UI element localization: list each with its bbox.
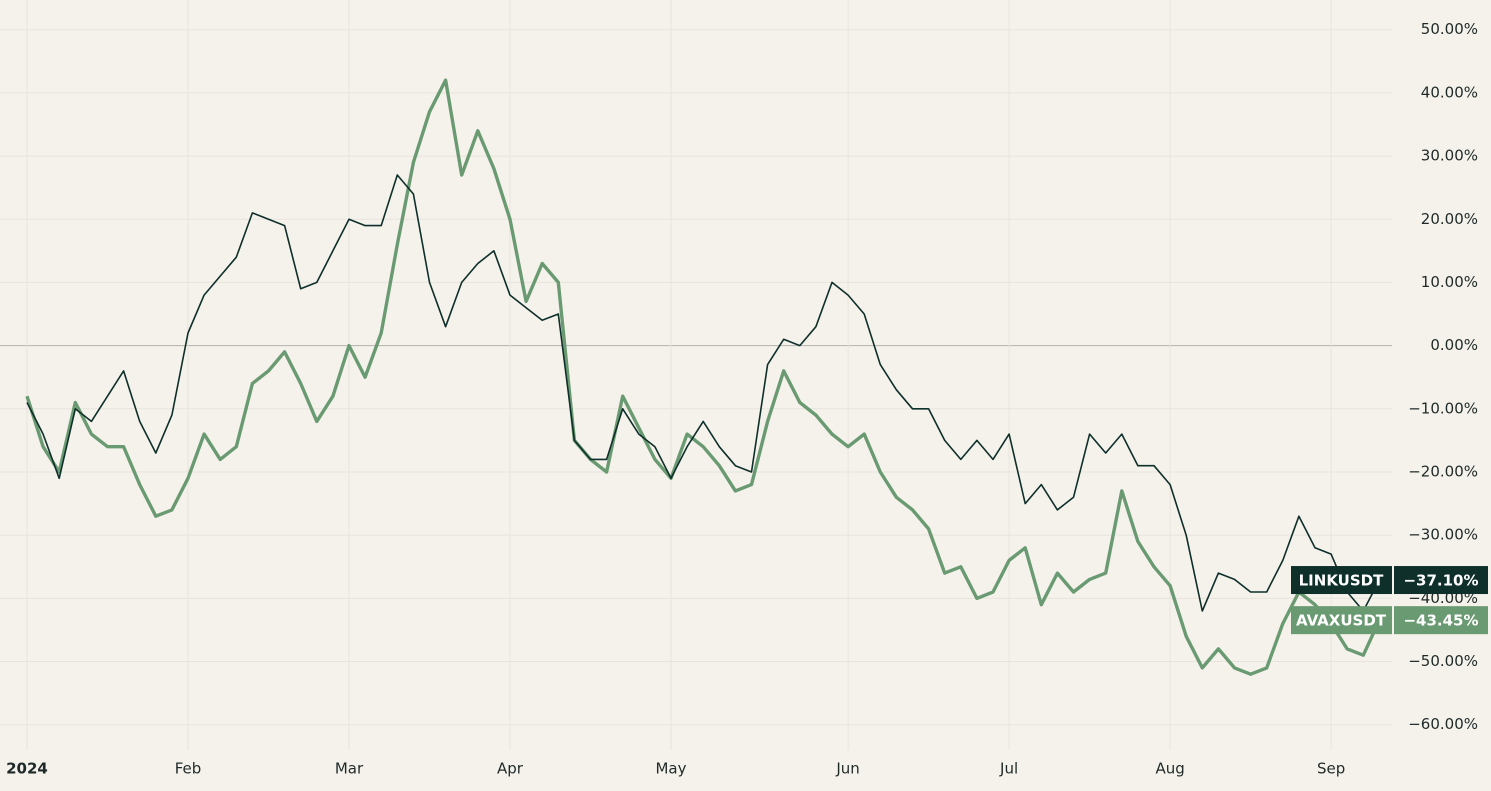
last-value-label: −43.45%: [1403, 612, 1478, 630]
x-tick-label: Aug: [1155, 760, 1184, 778]
x-tick-label: 2024: [6, 760, 48, 778]
y-tick-label: 30.00%: [1421, 147, 1478, 165]
last-value-name-box: [1291, 566, 1392, 595]
y-tick-label: −60.00%: [1408, 715, 1478, 733]
x-tick-label: Sep: [1317, 760, 1345, 778]
last-value-box: [1394, 566, 1488, 595]
y-tick-label: 10.00%: [1421, 273, 1478, 291]
x-tick-label: Mar: [335, 760, 364, 778]
lines: [25, 78, 1381, 676]
y-tick-label: −30.00%: [1408, 526, 1478, 544]
x-tick-label: Apr: [497, 760, 524, 778]
series-line: [25, 78, 1381, 676]
y-tick-label: 0.00%: [1430, 336, 1478, 354]
last-value-name-box: [1291, 606, 1392, 635]
series-line: [26, 174, 1381, 612]
last-value-name: AVAXUSDT: [1296, 612, 1387, 630]
x-tick-label: Jul: [999, 760, 1018, 778]
last-value-label: −37.10%: [1403, 572, 1478, 590]
x-tick-label: May: [655, 760, 686, 778]
y-tick-label: 40.00%: [1421, 83, 1478, 101]
last-value-box: [1394, 606, 1488, 635]
x-tick-label: Jun: [835, 760, 859, 778]
x-tick-label: Feb: [175, 760, 202, 778]
y-tick-label: −20.00%: [1408, 462, 1478, 480]
labels: 50.00% 40.00% 30.00% 20.00% 10.00% 0.00% −10.0…: [6, 20, 1488, 778]
y-tick-label: 20.00%: [1421, 210, 1478, 228]
y-tick-label: −50.00%: [1408, 652, 1478, 670]
y-tick-label: −10.00%: [1408, 399, 1478, 417]
grid: [0, 0, 1392, 750]
y-tick-label: 50.00%: [1421, 20, 1478, 38]
last-value-name: LINKUSDT: [1299, 572, 1384, 590]
